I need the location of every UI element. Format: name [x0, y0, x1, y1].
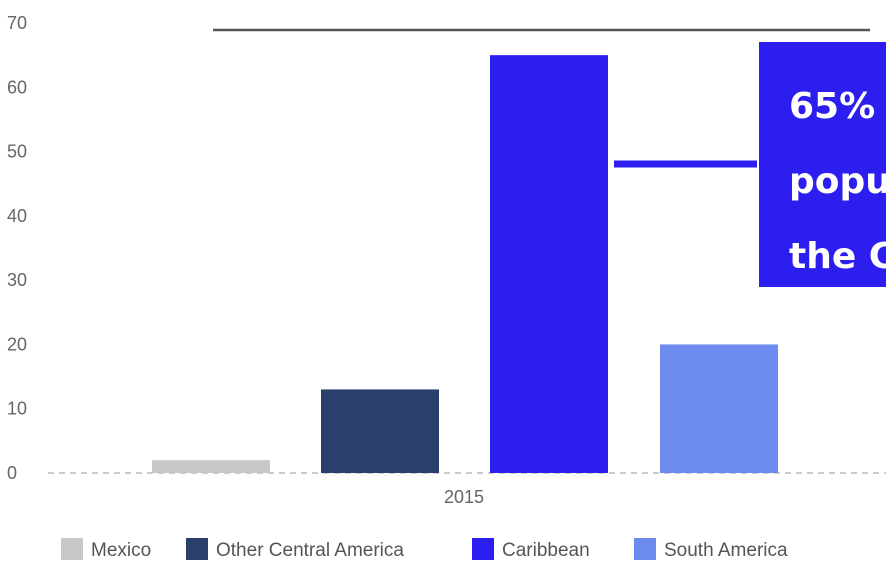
callout-line-2: popula — [789, 161, 886, 202]
y-tick-label: 30 — [7, 270, 27, 290]
legend-label: Caribbean — [502, 540, 590, 561]
y-tick-label: 50 — [7, 142, 27, 162]
bar-other-central-america — [321, 389, 439, 473]
y-tick-label: 60 — [7, 77, 27, 97]
bar-caribbean — [490, 55, 608, 474]
y-axis-ticks: 0 10 20 30 40 50 60 70 — [7, 13, 27, 483]
x-tick-label: 2015 — [444, 487, 484, 507]
legend-swatch — [186, 538, 208, 560]
legend-label: Mexico — [91, 540, 151, 561]
callout-background — [759, 42, 886, 287]
legend-swatch — [472, 538, 494, 560]
y-tick-label: 70 — [7, 13, 27, 33]
callout-line-3: the Ca — [789, 236, 886, 277]
legend-label: Other Central America — [216, 540, 404, 561]
callout-line-1: 65% I — [789, 86, 886, 127]
y-tick-label: 10 — [7, 399, 27, 419]
legend-label: South America — [664, 540, 788, 561]
y-tick-label: 0 — [7, 463, 17, 483]
y-tick-label: 20 — [7, 334, 27, 354]
legend-swatch — [634, 538, 656, 560]
x-axis-ticks: 2015 — [444, 487, 484, 507]
bars — [152, 55, 778, 474]
y-tick-label: 40 — [7, 206, 27, 226]
bar-mexico — [152, 460, 270, 473]
legend-swatch — [61, 538, 83, 560]
callout-box: 65% I popula the Ca — [759, 42, 886, 287]
legend: Mexico Other Central America Caribbean Sout… — [61, 538, 788, 561]
bar-south-america — [660, 344, 778, 473]
